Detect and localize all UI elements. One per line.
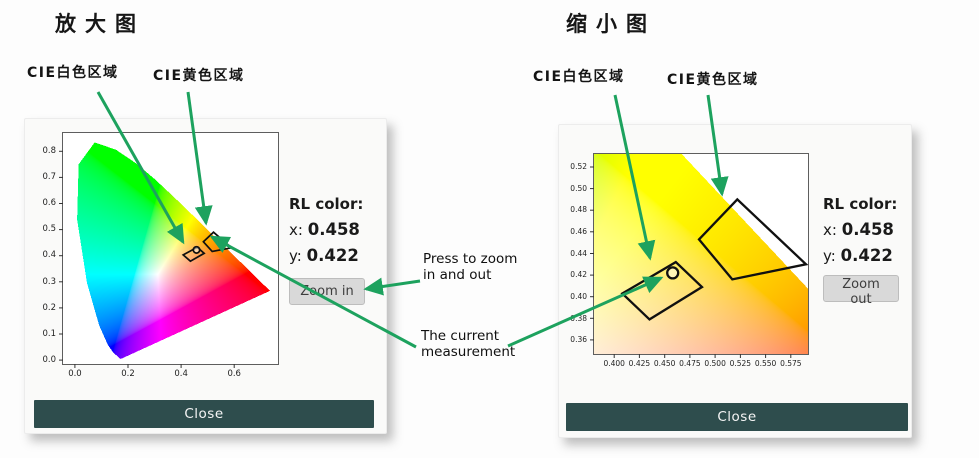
zoom-note: Press to zoom in and out [423,251,518,283]
x-tick-label: 0.500 [704,359,726,368]
cie-diagram-full: 0.0 0.2 0.4 0.6 0.0 0.1 0.2 0.3 0.4 0.5 0.6 0.7 0.8 [42,132,279,378]
y-tick-label: 0.52 [570,162,587,172]
x-tick-label: 0.0 [68,369,82,379]
y-tick-label: 0.2 [42,302,56,313]
y-tick-label: 0.6 [42,198,56,209]
x-tick-label: 0.2 [121,369,135,379]
cie-overlay-full [59,150,235,368]
left-yellow-region-label: CIE黄色区域 [153,68,245,84]
zoom-dialog-right: 0.400 0.425 0.450 0.475 0.500 0.525 0.550 0.575… [558,124,912,438]
close-button-right[interactable]: Close [566,403,908,431]
y-tick-label: 0.48 [570,205,587,215]
y-tick-label: 0.1 [42,328,56,339]
rl-y-value: 0.422 [840,246,893,265]
rl-y-row: y: 0.422 [823,243,897,269]
x-tick-label: 0.425 [628,359,651,368]
x-tick-label: 0.575 [780,359,802,368]
rl-y-label: y: [289,247,302,265]
left-white-region-label: CIE白色区域 [27,65,119,81]
white-region-outline [620,260,704,321]
y-tick-label: 0.8 [42,146,56,157]
rl-color-title: RL color: [289,195,364,213]
rl-y-row: y: 0.422 [289,243,363,269]
y-tick-label: 0.40 [570,291,587,301]
y-tick-label: 0.38 [570,313,587,323]
cie-overlay-zoomed [590,166,809,358]
measurement-marker [666,266,680,280]
rl-x-value: 0.458 [841,220,894,239]
right-white-region-label: CIE白色区域 [533,69,625,85]
x-tick-label: 0.4 [174,369,188,379]
y-tick-label: 0.3 [42,276,56,287]
rl-x-label: x: [289,221,303,239]
measurement-note: The current measurement [421,328,516,360]
y-tick-label: 0.50 [570,183,587,193]
x-tick-label: 0.475 [679,359,701,368]
y-tick-label: 0.4 [42,250,56,261]
rl-x-row: x: 0.458 [823,217,897,243]
x-tick-label: 0.6 [227,369,241,379]
rl-color-readout-right: RL color: x: 0.458 y: 0.422 [823,191,897,269]
rl-color-readout-left: RL color: x: 0.458 y: 0.422 [289,191,363,269]
rl-y-value: 0.422 [306,246,359,265]
y-tick-label: 0.46 [570,227,587,237]
y-tick-label: 0.42 [570,270,587,280]
y-tick-label: 0.36 [570,335,587,345]
right-yellow-region-label: CIE黄色区域 [667,72,759,88]
zoom-in-button[interactable]: Zoom in [289,278,365,305]
right-section-title: 缩小图 [566,12,656,36]
y-tick-label: 0.44 [570,248,587,258]
close-button-left[interactable]: Close [34,400,374,428]
yellow-region-outline [697,197,809,281]
x-tick-label: 0.525 [729,359,752,368]
y-tick-label: 0.5 [42,224,56,235]
zoom-out-button[interactable]: Zoom out [823,275,899,307]
y-tick-label: 0.0 [42,354,56,365]
rl-y-label: y: [823,247,836,265]
rl-color-title: RL color: [823,195,898,213]
x-tick-label: 0.400 [603,359,625,368]
measurement-marker [192,245,201,254]
rl-x-value: 0.458 [307,220,360,239]
cie-diagram-zoomed: 0.400 0.425 0.450 0.475 0.500 0.525 0.550 0.575… [570,153,809,367]
left-section-title: 放大图 [55,12,145,36]
yellow-region-outline [202,231,234,253]
rl-x-row: x: 0.458 [289,217,363,243]
y-tick-label: 0.7 [42,172,56,183]
zoom-dialog-left: 0.0 0.2 0.4 0.6 0.0 0.1 0.2 0.3 0.4 0.5 0.6 0.7 0.8 … [24,118,387,434]
x-tick-label: 0.450 [653,359,676,368]
x-tick-label: 0.550 [754,359,777,368]
rl-x-label: x: [823,221,837,239]
